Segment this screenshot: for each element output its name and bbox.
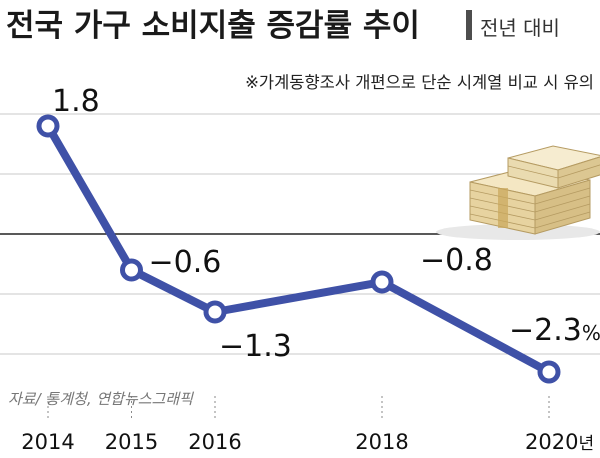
chart-title: 전국 가구 소비지출 증감률 추이 [6, 8, 420, 44]
x-tick-label: 2020년 [525, 430, 594, 454]
data-labels: 1.8 −0.6 −1.3 −0.8 −2.3% [52, 84, 600, 364]
x-axis-ticks: 2014 2015 2016 2018 2020년 [21, 430, 594, 454]
chart-subtitle: 전년 대비 [480, 16, 560, 40]
x-tick-label: 2016 [188, 430, 241, 454]
data-label: −2.3% [509, 313, 600, 348]
data-point [36, 114, 60, 138]
data-label: −0.8 [420, 243, 493, 278]
data-point [370, 270, 394, 294]
data-label: −0.6 [149, 245, 222, 280]
chart-note: ※가계동향조사 개편으로 단순 시계열 비교 시 유의 [245, 73, 594, 92]
source-note: 자료/ 통계청, 연합뉴스그래픽 [8, 390, 194, 408]
grid-lines [0, 113, 600, 420]
data-point [120, 258, 143, 282]
data-markers [36, 114, 561, 384]
money-stack-icon [436, 145, 600, 240]
x-tick-label: 2014 [21, 430, 74, 454]
data-point [537, 360, 561, 384]
title-divider [466, 10, 472, 40]
x-tick-label: 2018 [355, 430, 408, 454]
data-point [203, 300, 227, 324]
data-label: 1.8 [52, 84, 100, 119]
x-tick-label: 2015 [105, 430, 158, 454]
data-label: −1.3 [219, 329, 292, 364]
